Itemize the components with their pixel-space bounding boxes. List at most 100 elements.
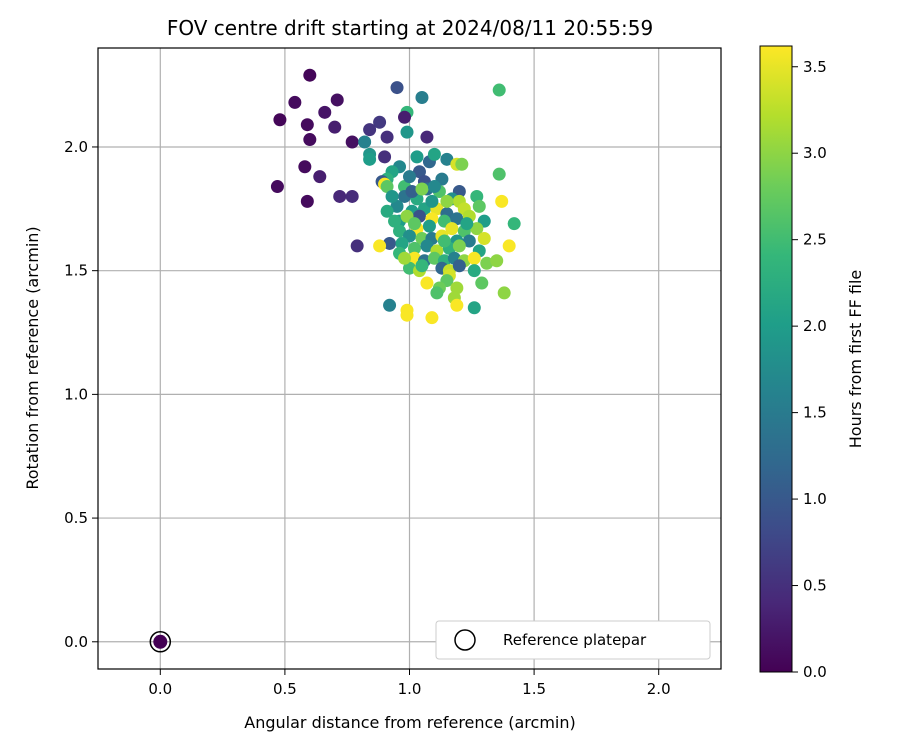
y-tick-label: 1.5	[64, 262, 88, 280]
data-point	[467, 301, 481, 315]
data-point	[345, 189, 359, 203]
data-point	[430, 286, 444, 300]
data-point	[363, 123, 377, 137]
data-point	[480, 256, 494, 270]
colorbar-tick-label: 0.0	[803, 663, 827, 681]
x-tick-label: 2.0	[647, 680, 671, 698]
data-point	[440, 194, 454, 208]
legend-label: Reference platepar	[503, 631, 647, 649]
colorbar-gradient	[759, 45, 793, 673]
data-point	[502, 239, 516, 253]
data-point	[350, 239, 364, 253]
legend-box	[435, 620, 711, 660]
data-point	[318, 105, 332, 119]
colorbar-tick-label: 1.5	[803, 404, 827, 422]
data-point	[380, 180, 394, 194]
data-point	[383, 298, 397, 312]
data-point	[450, 212, 464, 226]
data-point	[492, 167, 506, 181]
data-point	[490, 254, 504, 268]
colorbar-tick-label: 3.0	[803, 144, 827, 162]
colorbar-tick-label: 2.0	[803, 317, 827, 335]
data-point	[303, 133, 317, 147]
data-point	[333, 189, 347, 203]
data-point	[450, 298, 464, 312]
data-point	[328, 120, 342, 134]
data-point	[440, 152, 454, 166]
data-point	[385, 189, 399, 203]
data-point	[450, 281, 464, 295]
data-point	[270, 180, 284, 194]
data-point	[427, 251, 441, 265]
data-point	[388, 214, 402, 228]
data-point	[427, 180, 441, 194]
x-tick-label: 1.0	[398, 680, 422, 698]
y-axis-label: Rotation from reference (arcmin)	[23, 226, 42, 489]
y-axis-ticks: 0.0 0.5 1.0 1.5 2.0	[64, 138, 98, 651]
data-point	[300, 118, 314, 132]
data-point	[477, 232, 491, 246]
reference-ring	[149, 631, 172, 653]
data-point	[507, 217, 521, 231]
data-point	[398, 251, 412, 265]
data-point	[273, 113, 287, 127]
data-point	[445, 222, 459, 236]
data-point	[462, 234, 476, 248]
data-point	[472, 199, 486, 213]
data-point	[405, 184, 419, 198]
data-point	[437, 234, 451, 248]
data-point	[412, 165, 426, 179]
legend-marker	[454, 629, 476, 651]
data-point	[422, 219, 436, 233]
colorbar: 0.0 0.5 1.0 1.5 2.0 2.5 3.0 3.5 Hours from firs…	[759, 45, 865, 681]
y-tick-label: 1.0	[64, 385, 88, 403]
data-point	[403, 170, 416, 184]
y-tick-label: 0.0	[64, 633, 88, 651]
y-tick-label: 2.0	[64, 138, 88, 156]
x-axis-label: Angular distance from reference (arcmin)	[244, 713, 575, 732]
data-point	[455, 157, 469, 171]
data-point	[492, 83, 506, 97]
colorbar-tick-label: 2.5	[803, 231, 827, 249]
data-point	[395, 236, 409, 250]
data-point	[407, 241, 421, 255]
x-tick-label: 1.5	[522, 680, 546, 698]
data-point	[415, 259, 429, 273]
data-point	[497, 286, 511, 300]
data-points	[270, 68, 521, 325]
reference-point	[149, 631, 172, 653]
data-point	[380, 204, 394, 218]
data-point	[380, 130, 394, 144]
data-point	[358, 135, 372, 149]
data-point	[407, 217, 421, 231]
x-tick-label: 0.5	[273, 680, 297, 698]
data-point	[363, 152, 377, 166]
data-point	[373, 239, 387, 253]
y-tick-label: 0.5	[64, 509, 88, 527]
data-point	[415, 90, 429, 104]
data-point	[425, 194, 439, 208]
x-axis-ticks: 0.0 0.5 1.0 1.5 2.0	[148, 669, 671, 698]
data-point	[313, 170, 327, 184]
data-point	[420, 130, 434, 144]
data-point	[467, 251, 481, 265]
data-point	[420, 276, 434, 290]
x-tick-label: 0.0	[148, 680, 172, 698]
data-point	[330, 93, 344, 107]
colorbar-ticks: 0.0 0.5 1.0 1.5 2.0 2.5 3.0 3.5	[792, 58, 827, 681]
grid-lines	[98, 48, 721, 669]
data-point	[470, 222, 484, 236]
data-point	[495, 194, 509, 208]
legend: Reference platepar	[435, 620, 711, 660]
data-point	[460, 217, 474, 231]
colorbar-tick-label: 0.5	[803, 577, 827, 595]
colorbar-tick-label: 1.0	[803, 490, 827, 508]
data-point	[398, 110, 412, 124]
data-point	[373, 115, 387, 129]
data-point	[427, 147, 441, 161]
colorbar-label: Hours from first FF file	[846, 270, 865, 449]
data-point	[393, 224, 407, 238]
data-point	[400, 308, 414, 322]
data-point	[345, 135, 359, 149]
